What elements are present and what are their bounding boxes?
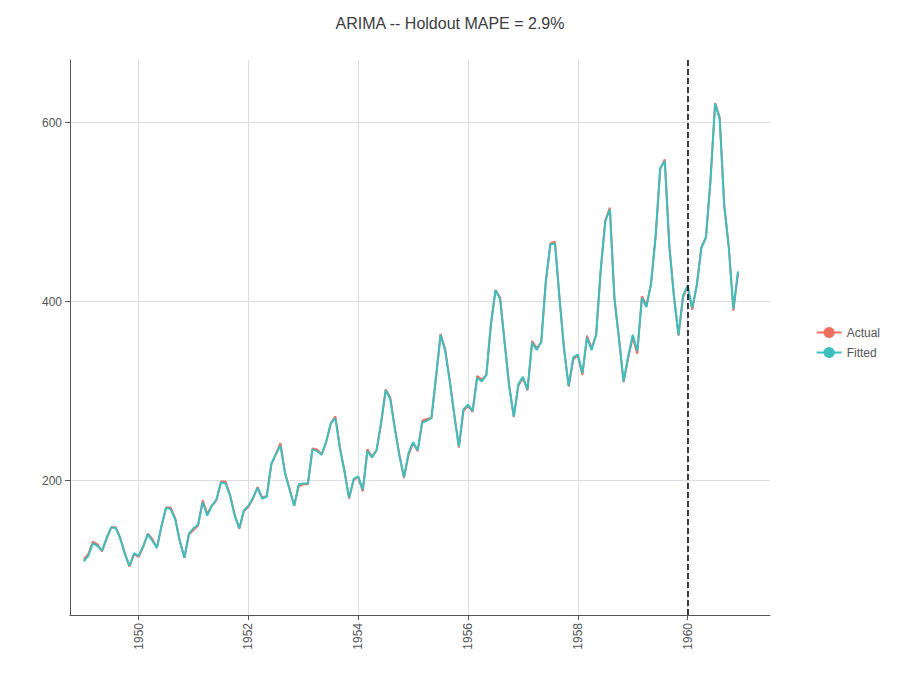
svg-text:1952: 1952 <box>241 623 255 650</box>
svg-text:Fitted: Fitted <box>847 346 877 360</box>
svg-text:1960: 1960 <box>681 623 695 650</box>
svg-text:1956: 1956 <box>461 623 475 650</box>
svg-text:1950: 1950 <box>132 623 146 650</box>
svg-text:ARIMA -- Holdout MAPE = 2.9%: ARIMA -- Holdout MAPE = 2.9% <box>336 15 565 32</box>
svg-text:1958: 1958 <box>571 623 585 650</box>
svg-text:400: 400 <box>42 295 62 309</box>
svg-text:Actual: Actual <box>847 326 880 340</box>
svg-text:200: 200 <box>42 474 62 488</box>
svg-text:1954: 1954 <box>351 623 365 650</box>
svg-text:600: 600 <box>42 116 62 130</box>
